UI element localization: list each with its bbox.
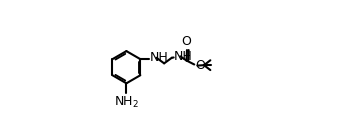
Text: NH$_2$: NH$_2$	[114, 95, 139, 110]
Text: NH: NH	[174, 50, 193, 63]
Text: NH: NH	[150, 51, 169, 64]
Text: O: O	[195, 59, 205, 72]
Text: O: O	[181, 35, 191, 48]
